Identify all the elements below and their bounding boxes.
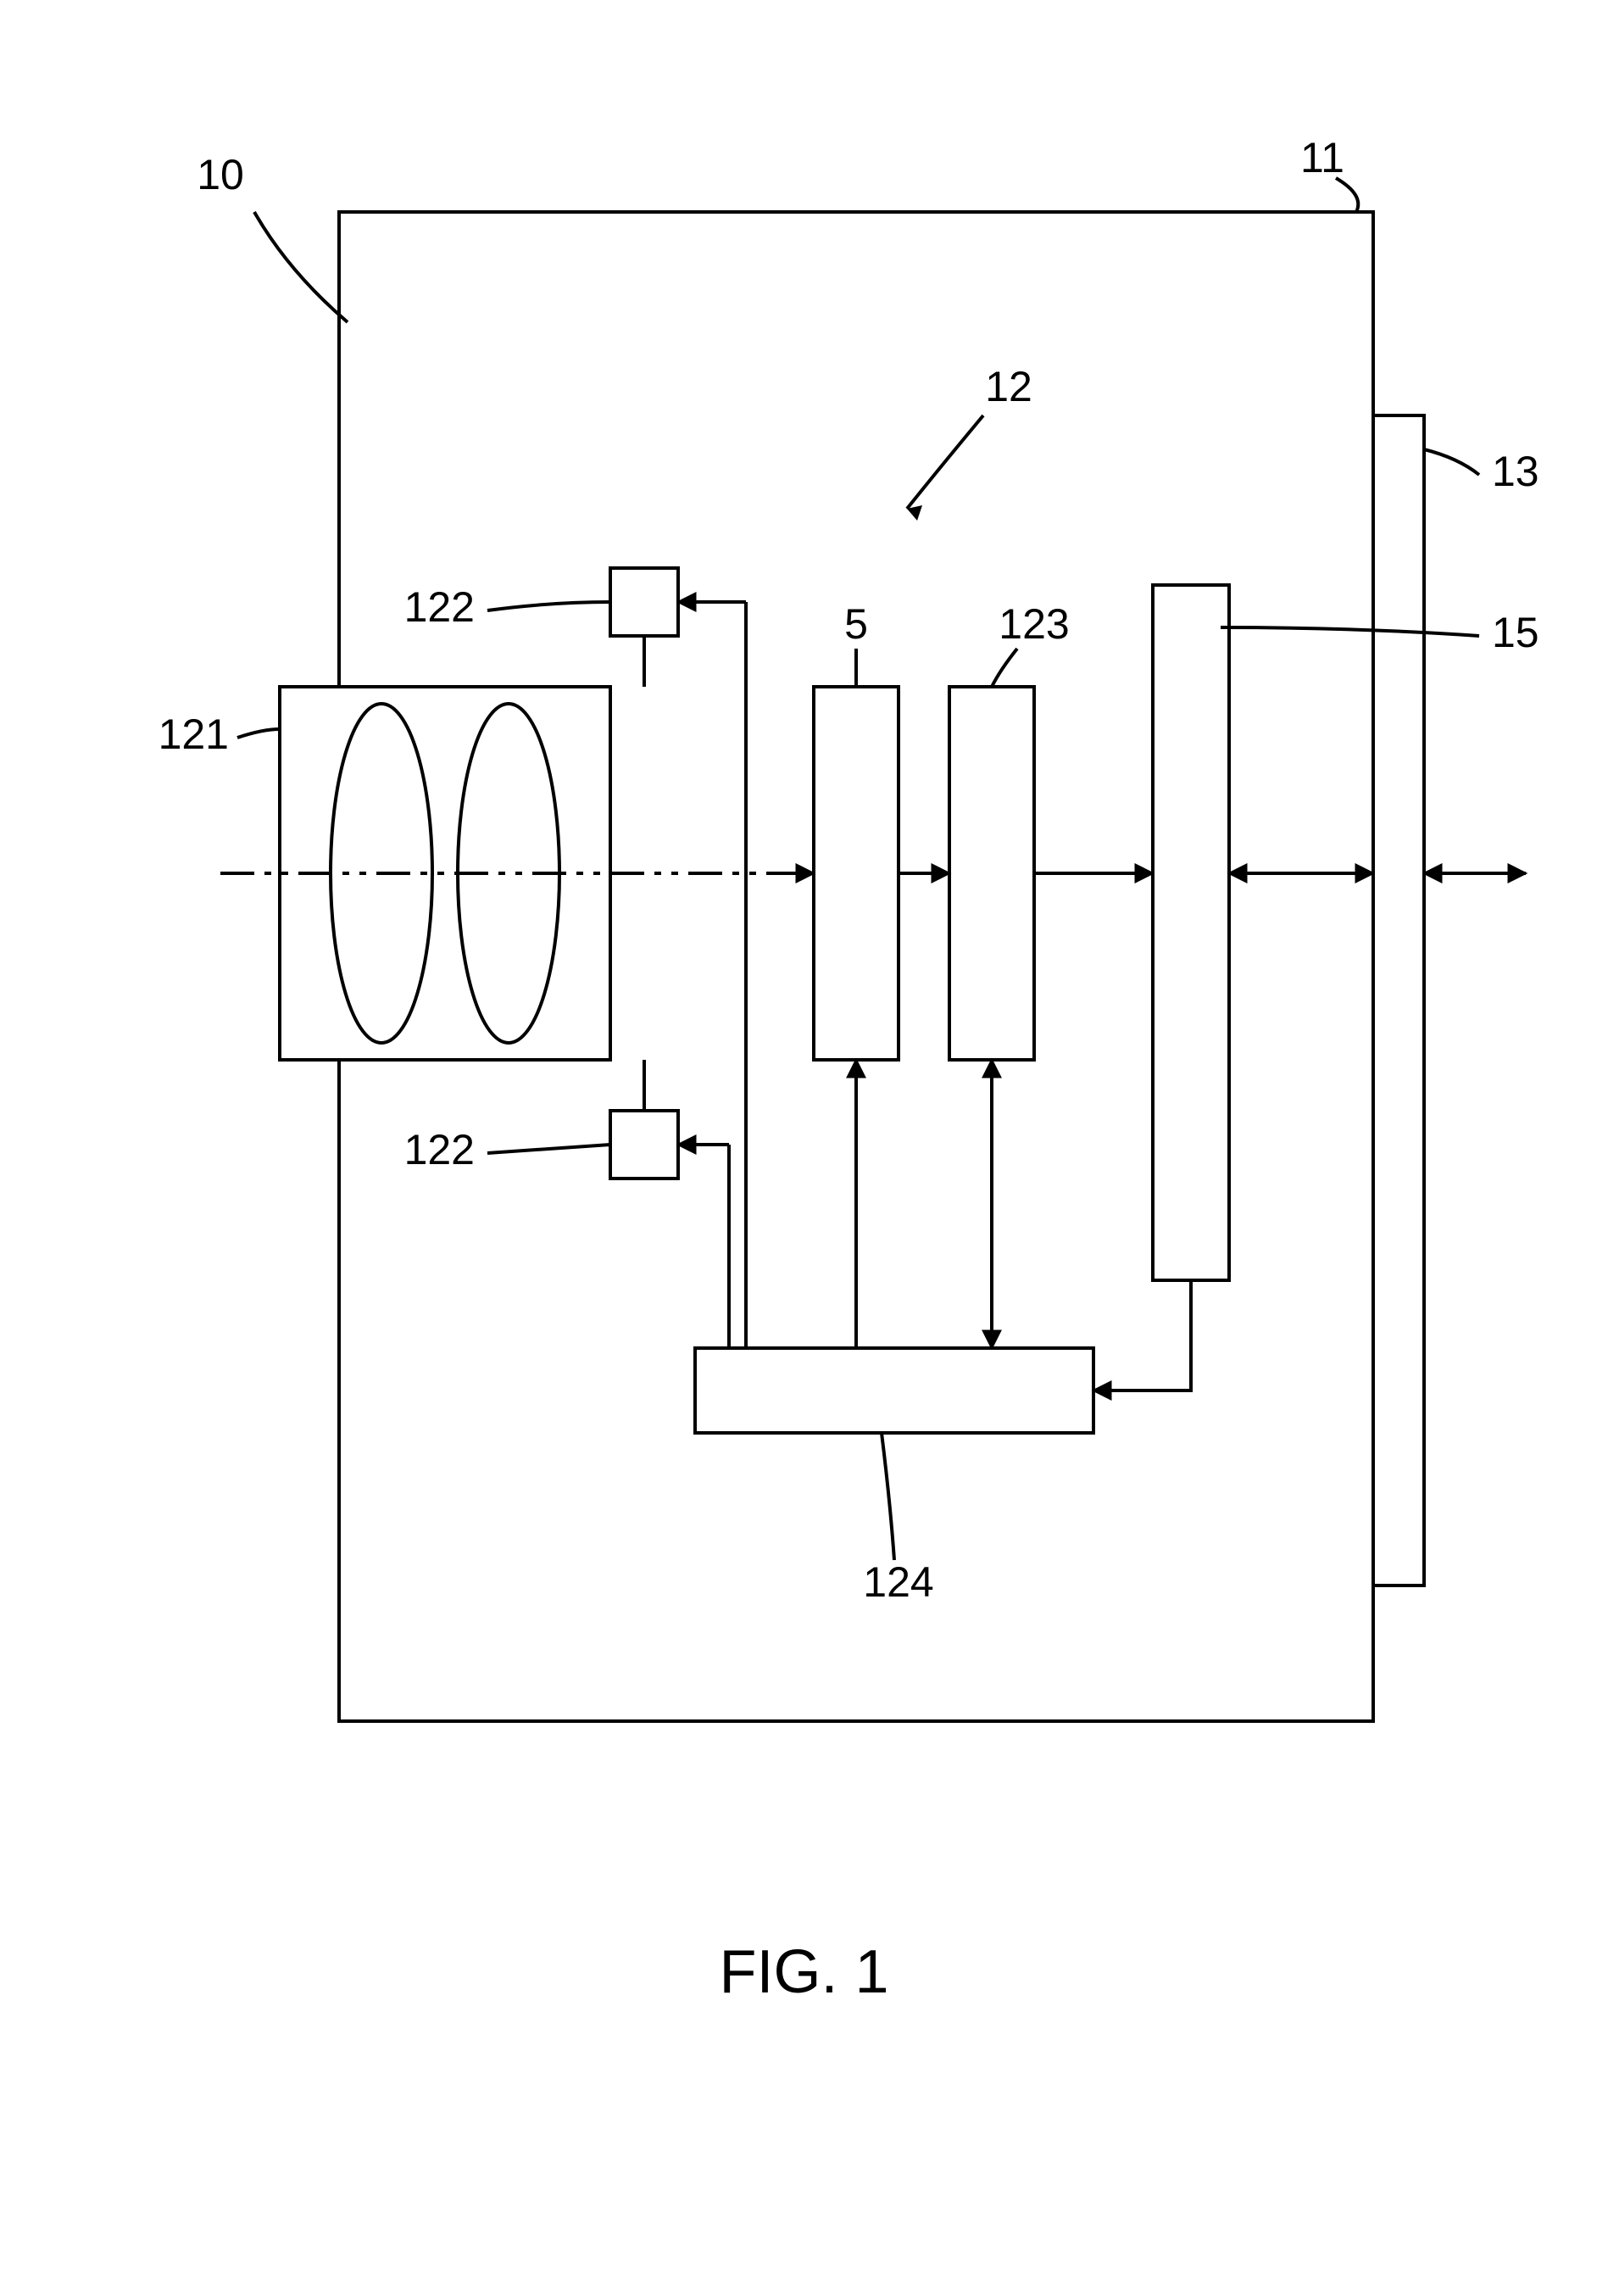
label-5: 5 (844, 600, 868, 648)
label-10: 10 (197, 151, 244, 198)
panel-13 (1373, 415, 1424, 1585)
label-13: 13 (1492, 448, 1539, 495)
label-121: 121 (159, 711, 229, 758)
label-12: 12 (985, 363, 1032, 410)
label-124: 124 (863, 1558, 933, 1606)
label-123: 123 (999, 600, 1069, 648)
figure-caption: FIG. 1 (719, 1938, 888, 2006)
label-15: 15 (1492, 609, 1539, 656)
label-122b: 122 (404, 1126, 475, 1173)
label-122a: 122 (404, 583, 475, 631)
label-11: 11 (1300, 134, 1344, 181)
